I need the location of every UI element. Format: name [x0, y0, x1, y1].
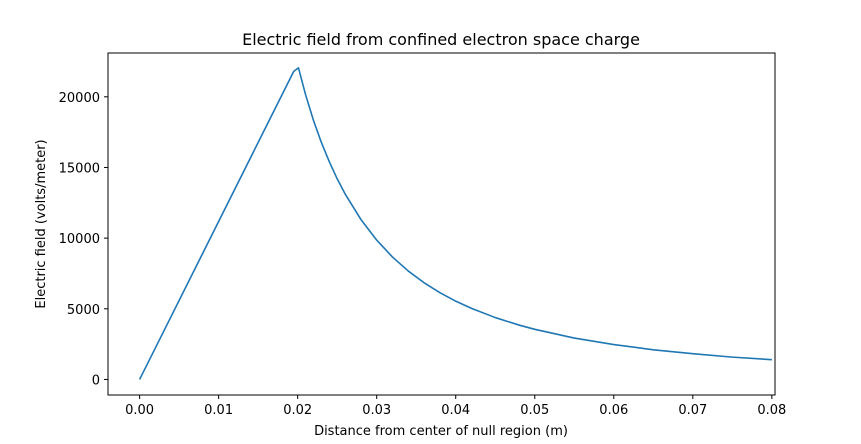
- x-tick-label-8: 0.08: [757, 403, 786, 418]
- x-tick-label-7: 0.07: [678, 403, 707, 418]
- y-tick-label-1: 5000: [67, 303, 100, 318]
- x-tick-label-6: 0.06: [599, 403, 628, 418]
- chart-title: Electric field from confined electron sp…: [242, 30, 640, 49]
- series-line-0: [138, 67, 772, 380]
- plot-area: 0.00 0.01 0.02 0.03 0.04 0.05 0.06 0.07 0.08 0 500…: [59, 52, 786, 418]
- x-tick-label-4: 0.04: [441, 403, 470, 418]
- y-tick-label-3: 15000: [59, 161, 100, 176]
- y-tick-label-0: 0: [92, 373, 100, 388]
- x-axis-label: Distance from center of null region (m): [314, 424, 568, 439]
- y-axis-label: Electric field (volts/meter): [34, 139, 49, 308]
- x-tick-label-1: 0.01: [204, 403, 233, 418]
- x-tick-label-5: 0.05: [520, 403, 549, 418]
- x-tick-label-0: 0.00: [125, 403, 154, 418]
- x-tick-label-2: 0.02: [283, 403, 312, 418]
- y-tick-label-2: 10000: [59, 232, 100, 247]
- axes-frame: [107, 52, 776, 396]
- x-tick-label-3: 0.03: [362, 403, 391, 418]
- y-tick-label-4: 20000: [59, 91, 100, 106]
